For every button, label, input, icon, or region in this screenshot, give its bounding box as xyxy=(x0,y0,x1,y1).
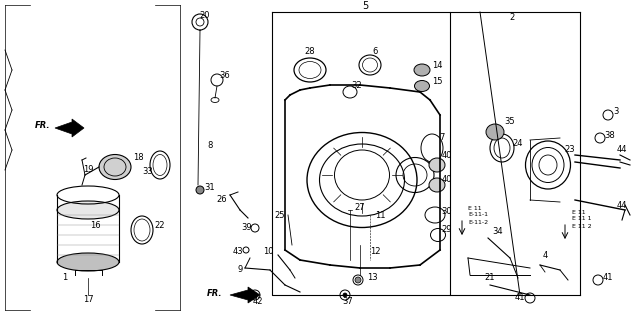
Text: 21: 21 xyxy=(484,273,495,283)
Text: E 11: E 11 xyxy=(468,205,482,211)
Ellipse shape xyxy=(429,158,445,172)
Text: 14: 14 xyxy=(432,62,442,70)
Text: 44: 44 xyxy=(617,145,627,154)
Ellipse shape xyxy=(99,154,131,180)
Ellipse shape xyxy=(486,124,504,140)
Text: 40: 40 xyxy=(442,175,452,184)
Polygon shape xyxy=(55,119,84,137)
Ellipse shape xyxy=(414,64,430,76)
Text: 41: 41 xyxy=(515,293,525,302)
Text: 8: 8 xyxy=(207,140,212,150)
Text: 10: 10 xyxy=(263,248,273,256)
Text: E-11-1: E-11-1 xyxy=(468,212,488,218)
Circle shape xyxy=(343,293,347,297)
Text: 4: 4 xyxy=(542,250,548,259)
Text: 39: 39 xyxy=(242,224,252,233)
Text: 6: 6 xyxy=(372,48,378,56)
Text: 42: 42 xyxy=(253,298,263,307)
Text: 9: 9 xyxy=(237,265,243,275)
Text: E 11 1: E 11 1 xyxy=(572,217,591,221)
Text: 28: 28 xyxy=(305,48,316,56)
Circle shape xyxy=(253,293,257,297)
Text: 37: 37 xyxy=(342,298,353,307)
Text: 5: 5 xyxy=(362,1,368,11)
Text: 32: 32 xyxy=(352,80,362,90)
Text: 13: 13 xyxy=(367,273,378,283)
Text: E 11 2: E 11 2 xyxy=(572,224,591,228)
Polygon shape xyxy=(230,287,260,303)
Text: 25: 25 xyxy=(275,211,285,219)
Text: FR.: FR. xyxy=(35,122,50,130)
Text: 41: 41 xyxy=(603,273,613,283)
Text: 43: 43 xyxy=(233,248,243,256)
Text: 33: 33 xyxy=(143,167,154,176)
Text: 11: 11 xyxy=(375,211,385,219)
Text: 27: 27 xyxy=(355,204,365,212)
Text: 3: 3 xyxy=(613,108,619,116)
Text: 36: 36 xyxy=(220,71,230,80)
Text: E 11: E 11 xyxy=(572,210,586,214)
Text: E-11-2: E-11-2 xyxy=(468,219,488,225)
Text: 16: 16 xyxy=(90,220,100,229)
Ellipse shape xyxy=(57,253,119,271)
Text: 20: 20 xyxy=(200,11,211,19)
Text: 1: 1 xyxy=(62,273,68,283)
Text: 26: 26 xyxy=(217,196,227,204)
Text: 30: 30 xyxy=(442,207,452,217)
Ellipse shape xyxy=(355,277,361,283)
Text: 40: 40 xyxy=(442,151,452,160)
Text: 31: 31 xyxy=(205,183,215,192)
Text: 22: 22 xyxy=(155,220,165,229)
Text: 2: 2 xyxy=(509,13,515,23)
Text: 38: 38 xyxy=(605,130,616,139)
Text: 35: 35 xyxy=(505,117,515,127)
Text: 23: 23 xyxy=(564,145,575,154)
Ellipse shape xyxy=(415,80,429,92)
Text: 34: 34 xyxy=(493,227,503,236)
Text: 17: 17 xyxy=(83,295,93,305)
Text: FR.: FR. xyxy=(207,288,222,298)
Text: 44: 44 xyxy=(617,201,627,210)
Text: 24: 24 xyxy=(513,138,524,147)
Ellipse shape xyxy=(429,178,445,192)
Text: 7: 7 xyxy=(439,133,445,143)
Text: 19: 19 xyxy=(83,166,93,174)
Ellipse shape xyxy=(57,201,119,219)
Text: 15: 15 xyxy=(432,78,442,86)
Text: 29: 29 xyxy=(442,226,452,234)
Text: 12: 12 xyxy=(370,248,380,256)
Text: 18: 18 xyxy=(132,153,143,162)
Circle shape xyxy=(196,186,204,194)
